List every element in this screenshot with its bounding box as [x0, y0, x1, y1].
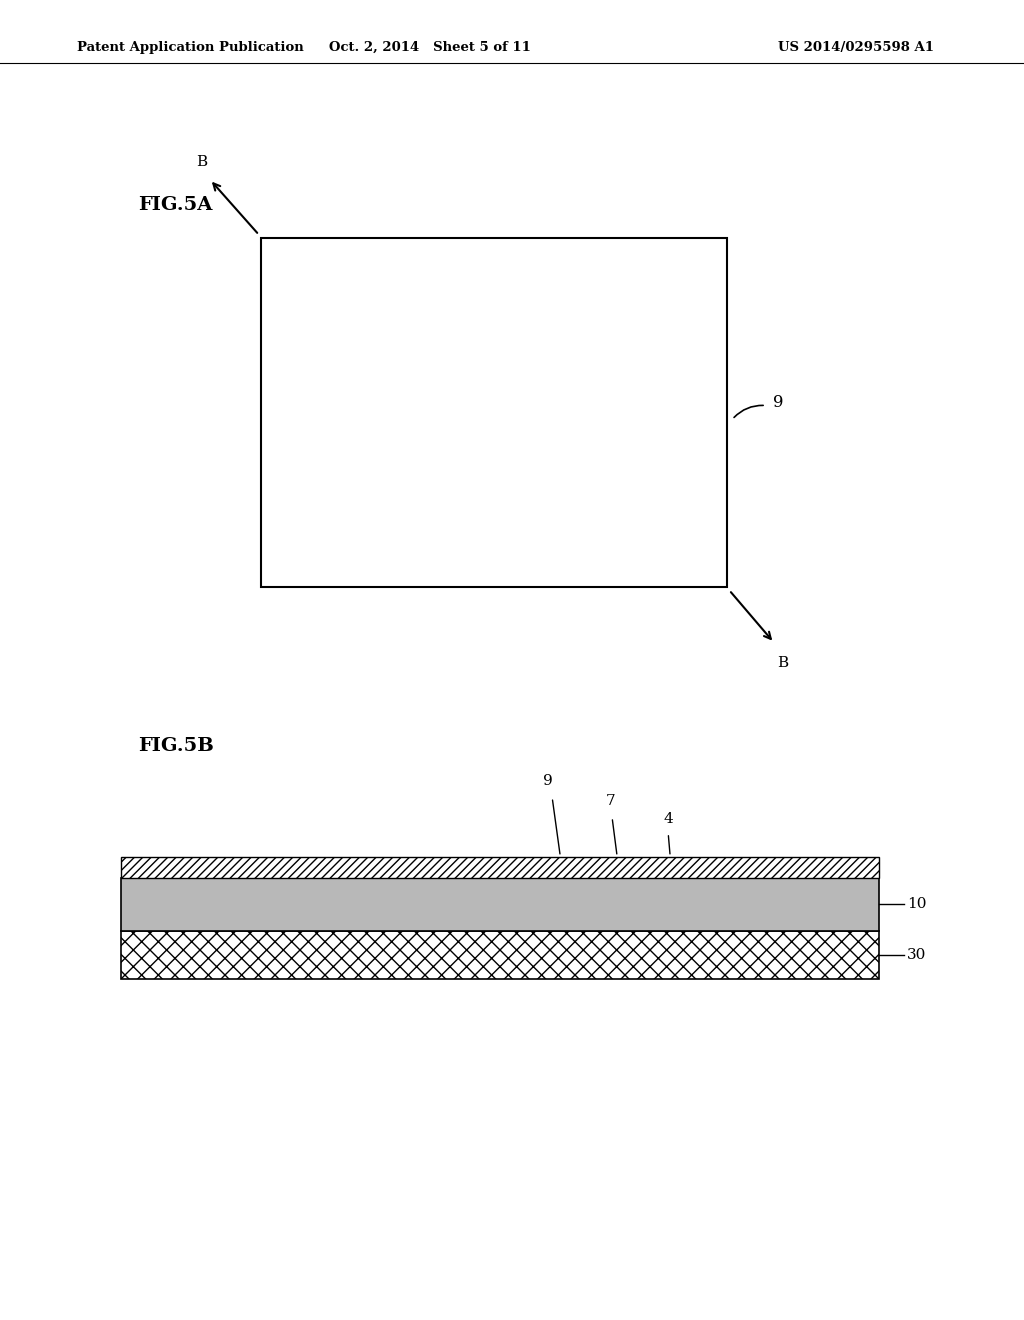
Text: 10: 10: [907, 898, 927, 911]
Text: B: B: [197, 154, 207, 169]
Bar: [261, 238, 727, 587]
Text: 9: 9: [543, 774, 553, 788]
Text: US 2014/0295598 A1: US 2014/0295598 A1: [778, 41, 934, 54]
Text: Patent Application Publication: Patent Application Publication: [77, 41, 303, 54]
Bar: [121, 857, 879, 878]
Text: Oct. 2, 2014   Sheet 5 of 11: Oct. 2, 2014 Sheet 5 of 11: [329, 41, 531, 54]
Text: FIG.5B: FIG.5B: [138, 737, 214, 755]
Text: FIG.5A: FIG.5A: [138, 195, 213, 214]
Text: 7: 7: [606, 793, 615, 808]
Text: 4: 4: [664, 812, 673, 826]
Text: B: B: [777, 656, 787, 671]
Text: 9: 9: [773, 393, 783, 411]
Text: 30: 30: [907, 948, 927, 962]
Bar: [121, 931, 879, 979]
Bar: [121, 878, 879, 931]
